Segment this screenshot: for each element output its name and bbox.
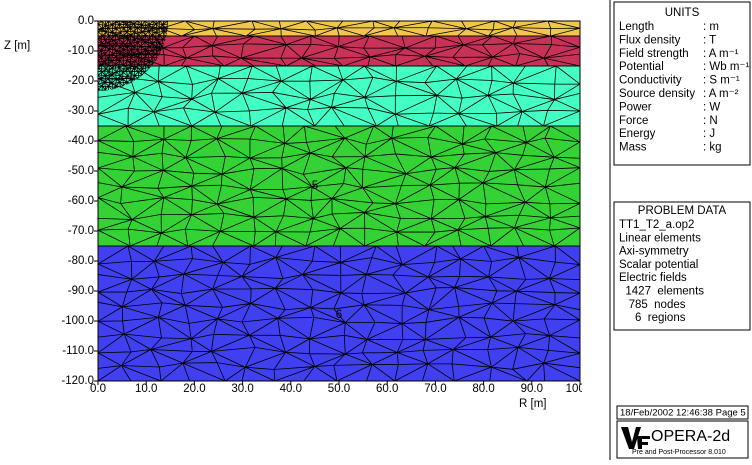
x-tick-label: 80.0 [472,383,494,395]
unit-value: : A m⁻² [703,88,739,100]
y-tick-label: -40.0 [68,135,94,147]
unit-name: Potential [619,61,664,73]
x-tick-label: 60.0 [376,383,398,395]
logo-text: OPERA-2d [651,428,730,445]
y-tick-label: 0.0 [78,15,94,27]
unit-name: Source density [619,88,695,100]
problem-panel [613,201,751,331]
unit-name: Mass [619,142,647,154]
units-title: UNITS [665,7,700,19]
unit-name: Flux density [619,34,681,46]
problem-line: Electric fields [619,272,687,284]
logo-mark [621,427,650,449]
region-label: 6 [336,309,342,321]
y-tick-label: -50.0 [68,165,94,177]
y-tick-label: -110.0 [62,345,94,357]
mesh-lines [98,21,168,91]
y-tick-label: -100.0 [61,315,94,327]
x-tick-label: 30.0 [231,383,253,395]
region [98,66,580,126]
unit-name: Field strength [619,48,689,60]
unit-value: : kg [703,142,722,154]
problem-line: Scalar potential [619,259,698,271]
x-tick-label: 50.0 [328,383,350,395]
problem-line: 6 regions [619,312,686,324]
x-tick-label: 10.0 [135,383,157,395]
unit-value: : T [703,34,716,46]
y-tick-label: -10.0 [68,45,94,57]
y-tick-label: -20.0 [68,75,94,87]
mesh-lines [98,125,580,247]
unit-value: : S m⁻¹ [703,75,740,87]
unit-name: Power [619,101,652,113]
problem-line: Linear elements [619,232,701,244]
mesh [98,21,580,381]
y-axis-label: Z [m] [4,40,30,52]
unit-value: : W [703,101,720,113]
unit-name: Energy [619,128,656,140]
x-tick-label: 90.0 [521,383,543,395]
unit-value: : Wb m⁻¹ [703,61,749,73]
problem-line: TT1_T2_a.op2 [619,219,694,231]
region-label: 5 [312,180,318,192]
x-tick-label: 0.0 [90,383,106,395]
y-tick-label: -70.0 [68,225,94,237]
units-panel [613,1,751,166]
unit-name: Conductivity [619,75,682,87]
problem-line: Axi-symmetry [619,246,689,258]
y-tick-label: -30.0 [68,105,94,117]
x-tick-label: 70.0 [424,383,446,395]
units-rows: Length : m Flux density : T Field strength : … [619,21,749,154]
y-tick-label: -90.0 [68,285,94,297]
y-tick-label: -60.0 [68,195,94,207]
problem-line: 785 nodes [619,299,686,311]
fine-mesh [98,21,168,91]
unit-value: : A m⁻¹ [703,48,739,60]
unit-value: : J [703,128,715,140]
unit-name: Length [619,21,654,33]
x-axis-label: R [m] [519,398,546,410]
x-tick-label: 20.0 [183,383,205,395]
regions [98,21,580,381]
logo-subtitle: Pre and Post-Processor 8.010 [632,449,726,456]
unit-value: : m [703,21,719,33]
y-tick-label: -80.0 [68,255,94,267]
y-tick-label: -120.0 [61,375,94,387]
region [98,246,580,381]
timestamp-box [616,405,749,420]
problem-title: PROBLEM DATA [638,205,727,217]
problem-line: 1427 elements [619,286,704,298]
axes: 0.0 -10.0 -20.0 -30.0 -40.0 -50.0 -60.0 -70.0 -8… [61,15,594,395]
x-tick-label: 40.0 [280,383,302,395]
unit-value: : N [703,115,718,127]
mesh-lines [98,65,580,127]
unit-name: Force [619,115,648,127]
timestamp: 18/Feb/2002 12:46:38 Page 5 [620,408,746,419]
mesh-lines [98,245,580,381]
